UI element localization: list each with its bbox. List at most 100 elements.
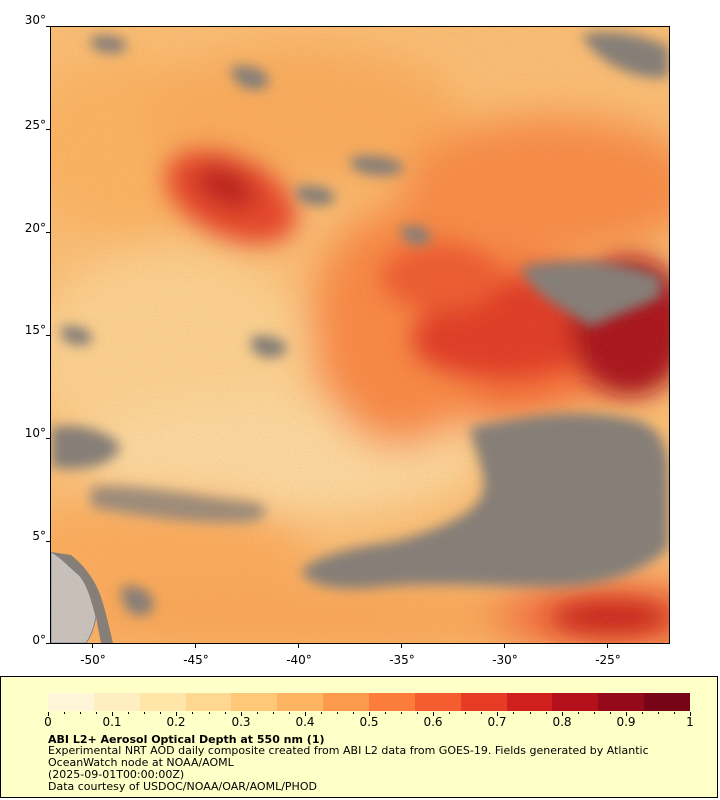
colorbar-tick-label: 0.6 <box>423 715 443 729</box>
colorbar-minor-tick <box>530 712 531 714</box>
colorbar-tick <box>562 712 563 716</box>
lat-tick <box>46 541 50 542</box>
colorbar-minor-tick <box>321 712 322 714</box>
colorbar-tick-label: 0.8 <box>552 715 572 729</box>
lat-tick <box>46 232 50 233</box>
colorbar-minor-tick <box>144 712 145 714</box>
colorbar-segment <box>552 693 599 711</box>
colorbar-minor-tick <box>160 712 161 714</box>
colorbar-tick <box>112 712 113 716</box>
colorbar-minor-tick <box>192 712 193 714</box>
colorbar-segment <box>277 693 324 711</box>
colorbar-minor-tick <box>465 712 466 714</box>
colorbar-segment <box>139 693 186 711</box>
colorbar-tick <box>433 712 434 716</box>
colorbar-segment <box>644 693 691 711</box>
colorbar-tick <box>48 712 49 716</box>
colorbar-segment <box>460 693 507 711</box>
lat-label-10: 10° <box>24 426 46 440</box>
aod-map-image <box>51 27 669 643</box>
colorbar-tick-label: 0.3 <box>231 715 251 729</box>
lat-tick <box>46 335 50 336</box>
colorbar-minor-tick <box>546 712 547 714</box>
colorbar-segment <box>323 693 370 711</box>
colorbar-tick-label: 0.2 <box>166 715 186 729</box>
colorbar-tick <box>497 712 498 716</box>
colorbar-tick-label: 0.1 <box>102 715 122 729</box>
colorbar-segment <box>93 693 140 711</box>
lat-label-5: 5° <box>32 529 46 543</box>
colorbar-minor-tick <box>128 712 129 714</box>
colorbar-segment <box>231 693 278 711</box>
colorbar-minor-tick <box>658 712 659 714</box>
colorbar-segment <box>48 693 94 711</box>
lat-tick <box>46 26 50 27</box>
colorbar-tick-label: 0.7 <box>487 715 507 729</box>
colorbar-segment <box>414 693 461 711</box>
colorbar-minor-tick <box>385 712 386 714</box>
colorbar-minor-tick <box>257 712 258 714</box>
colorbar <box>48 693 691 711</box>
colorbar-minor-tick <box>225 712 226 714</box>
legend-panel: ABI L2+ Aerosol Optical Depth at 550 nm … <box>0 676 718 798</box>
legend-description-cont: OceanWatch node at NOAA/AOML <box>48 756 234 769</box>
legend-credit: Data courtesy of USDOC/NOAA/OAR/AOML/PHO… <box>48 780 317 793</box>
lon-tick <box>401 644 402 648</box>
colorbar-minor-tick <box>481 712 482 714</box>
legend-date: (2025-09-01T00:00:00Z) <box>48 768 185 781</box>
lon-tick <box>298 644 299 648</box>
colorbar-minor-tick <box>674 712 675 714</box>
colorbar-segment <box>369 693 415 711</box>
colorbar-minor-tick <box>449 712 450 714</box>
lon-tick <box>607 644 608 648</box>
lat-label-20: 20° <box>24 221 46 235</box>
colorbar-minor-tick <box>353 712 354 714</box>
colorbar-minor-tick <box>96 712 97 714</box>
legend-title: ABI L2+ Aerosol Optical Depth at 550 nm … <box>48 733 325 746</box>
colorbar-minor-tick <box>642 712 643 714</box>
colorbar-tick <box>626 712 627 716</box>
lat-label-25: 25° <box>24 118 46 132</box>
colorbar-tick <box>305 712 306 716</box>
colorbar-tick <box>690 712 691 716</box>
colorbar-segment <box>185 693 232 711</box>
colorbar-tick-label: 0.9 <box>616 715 636 729</box>
colorbar-segment <box>506 693 553 711</box>
colorbar-segment <box>598 693 645 711</box>
lon-tick <box>92 644 93 648</box>
colorbar-minor-tick <box>417 712 418 714</box>
lon-tick <box>195 644 196 648</box>
lat-tick <box>46 129 50 130</box>
colorbar-minor-tick <box>578 712 579 714</box>
aod-map <box>50 26 670 644</box>
lat-label-30: 30° <box>24 13 46 27</box>
colorbar-tick <box>369 712 370 716</box>
colorbar-minor-tick <box>209 712 210 714</box>
lon-tick <box>504 644 505 648</box>
lon-label-35: -35° <box>389 653 415 667</box>
lat-tick <box>46 438 50 439</box>
colorbar-minor-tick <box>80 712 81 714</box>
colorbar-minor-tick <box>610 712 611 714</box>
lon-label-30: -30° <box>492 653 518 667</box>
legend-description: Experimental NRT AOD daily composite cre… <box>48 744 649 757</box>
colorbar-minor-tick <box>401 712 402 714</box>
colorbar-minor-tick <box>513 712 514 714</box>
colorbar-minor-tick <box>594 712 595 714</box>
colorbar-tick <box>176 712 177 716</box>
colorbar-minor-tick <box>64 712 65 714</box>
colorbar-tick-label: 0 <box>44 715 52 729</box>
lat-tick <box>46 643 50 644</box>
colorbar-tick-label: 1 <box>686 715 694 729</box>
lat-label-0: 0° <box>32 633 46 647</box>
colorbar-tick <box>241 712 242 716</box>
lon-label-45: -45° <box>183 653 209 667</box>
colorbar-tick-label: 0.4 <box>295 715 315 729</box>
lon-label-50: -50° <box>80 653 106 667</box>
lon-label-40: -40° <box>286 653 312 667</box>
colorbar-minor-tick <box>273 712 274 714</box>
colorbar-minor-tick <box>289 712 290 714</box>
colorbar-tick-label: 0.5 <box>359 715 379 729</box>
colorbar-minor-tick <box>337 712 338 714</box>
lon-label-25: -25° <box>595 653 621 667</box>
